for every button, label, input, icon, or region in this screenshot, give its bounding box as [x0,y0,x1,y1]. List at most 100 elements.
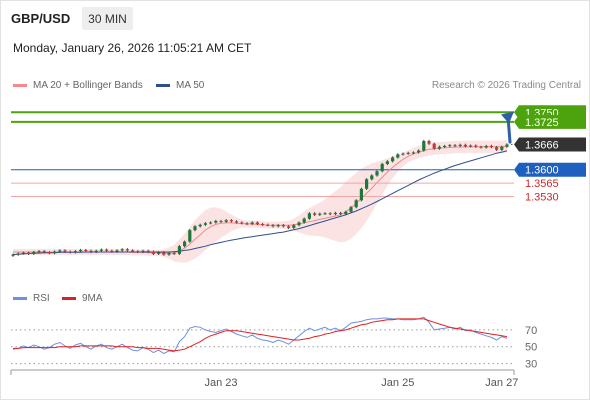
legend-ma20: MA 20 + Bollinger Bands [13,80,143,91]
ma50-swatch [156,84,170,87]
candle-body [427,141,431,144]
price-label-resistance: 1.3725 [525,117,559,129]
candle-body [505,144,509,147]
copyright-text: Research © 2026 Trading Central [431,80,581,91]
candle-body [188,230,192,242]
candle-body [302,218,306,223]
instrument-title: GBP/USD [11,11,71,26]
candle-body [370,175,374,180]
candle-body [474,145,478,147]
ma20-swatch [13,84,27,87]
candle-body [323,213,327,215]
candle-body [266,224,270,226]
candle-body [463,144,467,147]
candle-body [422,141,426,151]
candle-body [443,145,447,147]
candle-body [349,207,353,212]
price-label-support: 1.3565 [525,178,559,190]
candle-body [292,225,296,228]
rsi-ma-line [13,318,508,352]
candle-body [365,179,369,189]
candle-body [380,163,384,172]
candle-body [42,251,46,253]
price-label-support: 1.3530 [525,191,559,203]
candle-body [105,249,109,251]
candles-group [11,139,509,257]
candle-body [276,225,280,227]
rsi-line [12,316,508,355]
candle-body [16,253,20,255]
rsi-level-label: 70 [525,325,537,337]
candle-body [131,250,135,252]
candle-body [396,154,400,158]
candle-body [162,252,166,255]
candle-body [68,251,72,253]
candle-body [391,157,395,162]
candle-body [47,252,51,254]
candle-body [417,150,421,153]
rsi-swatch [13,297,27,300]
ma50-legend-label: MA 50 [176,80,205,91]
candle-body [151,251,155,254]
candle-body [339,212,343,215]
candle-body [411,152,415,154]
candle-body [110,250,114,252]
candle-body [89,250,93,252]
candle-body [297,222,301,226]
candle-body [193,226,197,231]
time-axis-label: Jan 25 [381,377,414,389]
candle-body [146,250,150,252]
candle-body [240,222,244,224]
candle-body [73,251,77,253]
candle-body [32,251,36,254]
candle-body [437,146,441,149]
candle-body [11,254,15,256]
candle-body [125,249,129,251]
price-label-current: 1.3666 [525,139,559,151]
candle-body [219,220,223,222]
candle-body [136,251,140,253]
candle-body [115,250,119,252]
candle-body [141,250,145,252]
candle-body [209,222,213,224]
bollinger-band [13,140,507,263]
candle-body [495,147,499,150]
candle-body [183,241,187,247]
candle-body [448,145,452,147]
candle-body [167,253,171,255]
candle-body [406,152,410,154]
legend-rsi-ma: 9MA [62,293,103,304]
candle-body [385,161,389,164]
rsi-level-label: 50 [525,342,537,354]
candle-body [37,251,41,253]
candle-body [333,212,337,215]
candle-body [58,250,62,252]
candle-body [359,188,363,201]
legend-rsi: RSI [13,293,50,304]
candle-body [120,249,124,251]
candle-body [469,145,473,147]
candle-body [287,226,291,228]
candle-body [157,252,161,254]
candle-body [375,171,379,176]
legend-ma50: MA 50 [156,80,204,91]
price-tag-pivot [514,162,586,177]
candle-body [250,222,254,225]
candle-body [261,224,265,226]
rsi-level-label: 30 [525,359,537,371]
candle-body [401,153,405,155]
ma20-legend-label: MA 20 + Bollinger Bands [33,80,143,91]
candle-body [484,145,488,148]
candle-body [245,223,249,225]
candle-body [344,211,348,215]
candle-body [453,145,457,147]
time-axis-label: Jan 23 [204,377,237,389]
candle-body [214,220,218,223]
rsi-ma-swatch [62,297,76,300]
timeframe-badge[interactable]: 30 MIN [82,7,133,30]
candle-body [328,213,332,215]
candle-body [21,252,25,254]
candle-body [479,146,483,148]
rsi-legend-label: RSI [33,293,50,304]
price-tag-current [514,137,586,152]
